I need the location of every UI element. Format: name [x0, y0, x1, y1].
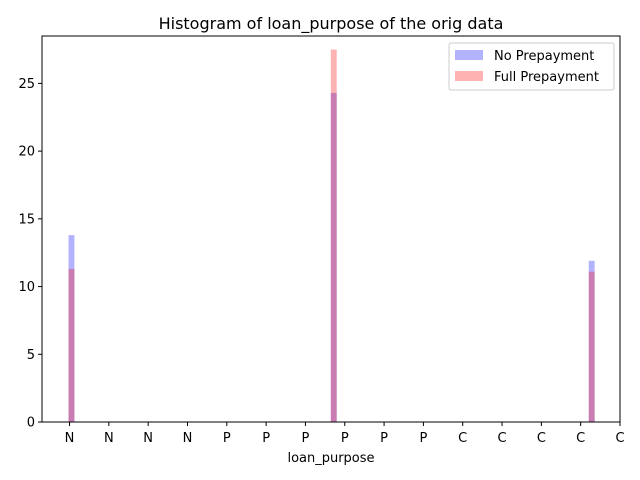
bar-series-0-2	[588, 260, 595, 422]
x-tick-label-6: P	[302, 431, 310, 446]
x-tick-label-12: C	[537, 431, 546, 446]
legend-swatch-no-prepayment	[455, 50, 483, 60]
y-tick-label-4: 20	[18, 145, 35, 160]
x-tick-label-5: P	[262, 431, 270, 446]
x-tick-label-3: N	[183, 431, 193, 446]
bar-series-1-2	[588, 271, 595, 422]
bar-series-0-1	[330, 92, 337, 422]
x-tick-label-10: C	[458, 431, 467, 446]
y-tick-label-5: 25	[18, 77, 35, 92]
legend-swatch-full-prepayment	[455, 71, 483, 81]
legend-label-full-prepayment: Full Prepayment	[494, 70, 599, 85]
y-tick-label-0: 0	[27, 416, 35, 431]
legend-box	[448, 42, 615, 91]
x-tick-label-2: N	[143, 431, 153, 446]
x-tick-label-7: P	[341, 431, 349, 446]
bar-series-0-0	[68, 235, 75, 422]
x-tick-label-11: C	[498, 431, 507, 446]
x-tick-label-9: P	[419, 431, 427, 446]
legend: No Prepayment Full Prepayment	[448, 42, 615, 91]
plot-frame	[41, 35, 621, 423]
bar-series-1-1	[330, 49, 337, 423]
x-axis-label: loan_purpose	[287, 451, 374, 466]
x-tick-label-14: C	[615, 431, 624, 446]
x-tick-label-4: P	[223, 431, 231, 446]
legend-label-no-prepayment: No Prepayment	[494, 49, 594, 64]
x-tick-label-8: P	[380, 431, 388, 446]
x-tick-label-13: C	[576, 431, 585, 446]
y-tick-label-1: 5	[27, 348, 35, 363]
x-tick-label-1: N	[104, 431, 114, 446]
x-tick-label-0: N	[65, 431, 75, 446]
chart-title: Histogram of loan_purpose of the orig da…	[159, 14, 504, 34]
y-axis-ticks: 0 5 10 15 20 25	[18, 77, 42, 431]
bars-layer	[68, 49, 595, 423]
bar-series-1-0	[68, 268, 75, 422]
y-tick-label-3: 15	[18, 212, 35, 227]
y-tick-label-2: 10	[18, 280, 35, 295]
